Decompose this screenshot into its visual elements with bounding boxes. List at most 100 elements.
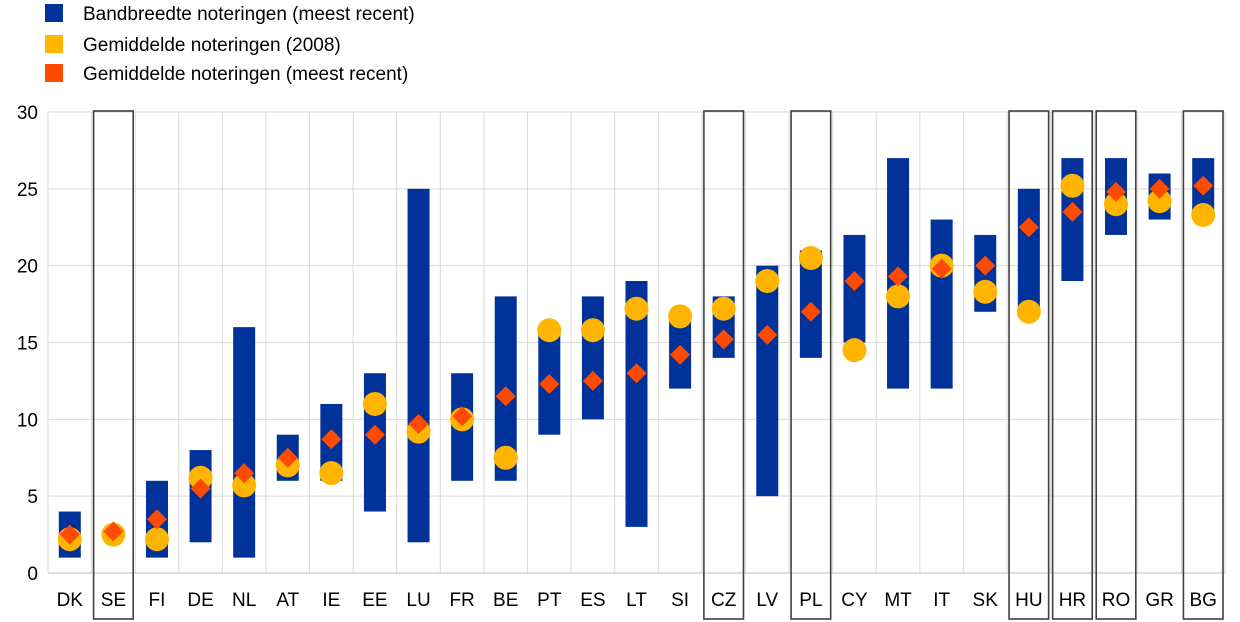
x-tick-label-se: SE <box>101 590 126 611</box>
x-tick-label-dk: DK <box>57 590 84 611</box>
circle-marker-pt <box>537 318 562 343</box>
x-tick-label-si: SI <box>671 590 689 611</box>
highlight-frame-pl <box>790 110 832 620</box>
circle-marker-lt <box>624 296 649 321</box>
diamond-marker-lt <box>626 363 647 384</box>
legend-label-1: Bandbreedte noteringen (meest recent) <box>83 4 415 25</box>
range-bar-nl <box>233 327 256 558</box>
diamond-marker-pt <box>539 373 560 394</box>
diamond-marker-si <box>670 344 691 365</box>
diamond-marker-de <box>190 478 211 499</box>
x-tick-label-ie: IE <box>322 590 340 611</box>
x-tick-label-fr: FR <box>449 590 474 611</box>
legend: Bandbreedte noteringen (meest recent) Gem… <box>45 4 415 85</box>
x-tick-label-pl: PL <box>799 590 822 611</box>
diamond-marker-dk <box>59 524 80 545</box>
diamond-marker-cz <box>713 329 734 350</box>
x-tick-label-nl: NL <box>232 590 256 611</box>
x-tick-label-ee: EE <box>362 590 387 611</box>
x-tick-label-cz: CZ <box>711 590 737 611</box>
circle-marker-gr <box>1147 189 1172 214</box>
circle-marker-si <box>668 304 693 329</box>
diamond-marker-hu <box>1018 217 1039 238</box>
range-bars <box>58 158 1215 558</box>
x-tick-label-es: ES <box>580 590 605 611</box>
circle-marker-mt <box>886 284 911 309</box>
circle-marker-pl <box>798 245 823 270</box>
x-tick-label-lt: LT <box>626 590 647 611</box>
highlight-frames <box>92 110 1224 620</box>
y-tick-label: 5 <box>27 487 38 508</box>
x-tick-label-it: IT <box>933 590 950 611</box>
range-bar-es <box>581 296 604 420</box>
circle-marker-lv <box>755 269 780 294</box>
circle-marker-de <box>188 465 213 490</box>
circle-marker-cz <box>711 296 736 321</box>
y-tick-label: 20 <box>17 257 38 278</box>
x-tick-label-be: BE <box>493 590 518 611</box>
y-tick-label: 0 <box>27 564 38 585</box>
x-tick-label-lv: LV <box>756 590 778 611</box>
highlight-frame-hr <box>1051 110 1094 620</box>
highlight-frame-bg <box>1182 110 1224 620</box>
diamond-marker-lv <box>757 324 778 345</box>
diamond-markers <box>59 175 1214 545</box>
y-tick-label: 25 <box>17 180 38 201</box>
x-tick-label-pt: PT <box>537 590 562 611</box>
highlight-frame-hu <box>1008 110 1050 620</box>
highlight-frame-cz <box>703 110 745 620</box>
diamond-marker-hr <box>1062 201 1083 222</box>
x-tick-label-fi: FI <box>149 590 166 611</box>
circle-marker-bg <box>1191 202 1216 227</box>
x-tick-label-ro: RO <box>1102 590 1131 611</box>
x-tick-label-hr: HR <box>1059 590 1086 611</box>
y-axis: 0 5 10 15 20 25 30 <box>17 103 38 585</box>
diamond-marker-sk <box>975 255 996 276</box>
diamond-marker-ro <box>1106 181 1127 202</box>
diamond-marker-ie <box>321 429 342 450</box>
y-tick-label: 30 <box>17 103 38 124</box>
highlight-frame-se <box>92 110 134 620</box>
diamond-marker-be <box>495 386 516 407</box>
x-tick-label-at: AT <box>276 590 299 611</box>
x-axis: DK SE FI DE NL AT IE EE LU FR BE PT ES LT SI CZ LV PL CY MT… <box>57 590 1217 611</box>
x-tick-label-hu: HU <box>1015 590 1042 611</box>
range-bar-it <box>930 219 953 389</box>
circle-marker-hr <box>1060 173 1085 198</box>
circle-marker-ee <box>362 391 387 416</box>
x-tick-label-lu: LU <box>406 590 430 611</box>
circle-marker-cy <box>842 338 867 363</box>
x-tick-label-de: DE <box>187 590 213 611</box>
diamond-marker-mt <box>888 266 909 287</box>
range-bar-hu <box>1017 188 1040 312</box>
circle-marker-ie <box>319 461 344 486</box>
diamond-marker-nl <box>234 463 255 484</box>
diamond-marker-fr <box>452 406 473 427</box>
y-tick-label: 15 <box>17 334 38 355</box>
circle-marker-fi <box>144 527 169 552</box>
legend-swatch-3 <box>45 64 63 82</box>
x-tick-label-bg: BG <box>1189 590 1216 611</box>
circle-marker-es <box>580 318 605 343</box>
highlight-frame-ro <box>1095 110 1137 620</box>
diamond-marker-it <box>931 258 952 279</box>
x-tick-label-gr: GR <box>1145 590 1174 611</box>
x-tick-label-sk: SK <box>973 590 999 611</box>
diamond-marker-es <box>582 370 603 391</box>
diamond-marker-gr <box>1149 178 1170 199</box>
x-tick-label-mt: MT <box>884 590 912 611</box>
range-bar-lu <box>407 188 430 543</box>
circle-marker-nl <box>232 473 257 498</box>
circle-marker-hu <box>1016 299 1041 324</box>
legend-label-3: Gemiddelde noteringen (meest recent) <box>83 64 408 85</box>
diamond-marker-lu <box>408 413 429 434</box>
x-tick-label-cy: CY <box>841 590 868 611</box>
circle-marker-be <box>493 445 518 470</box>
diamond-marker-bg <box>1193 175 1214 196</box>
diamond-marker-at <box>277 447 298 468</box>
legend-swatch-1 <box>45 4 63 22</box>
range-bar-lt <box>625 281 648 527</box>
circle-marker-sk <box>973 279 998 304</box>
diamond-marker-cy <box>844 271 865 292</box>
